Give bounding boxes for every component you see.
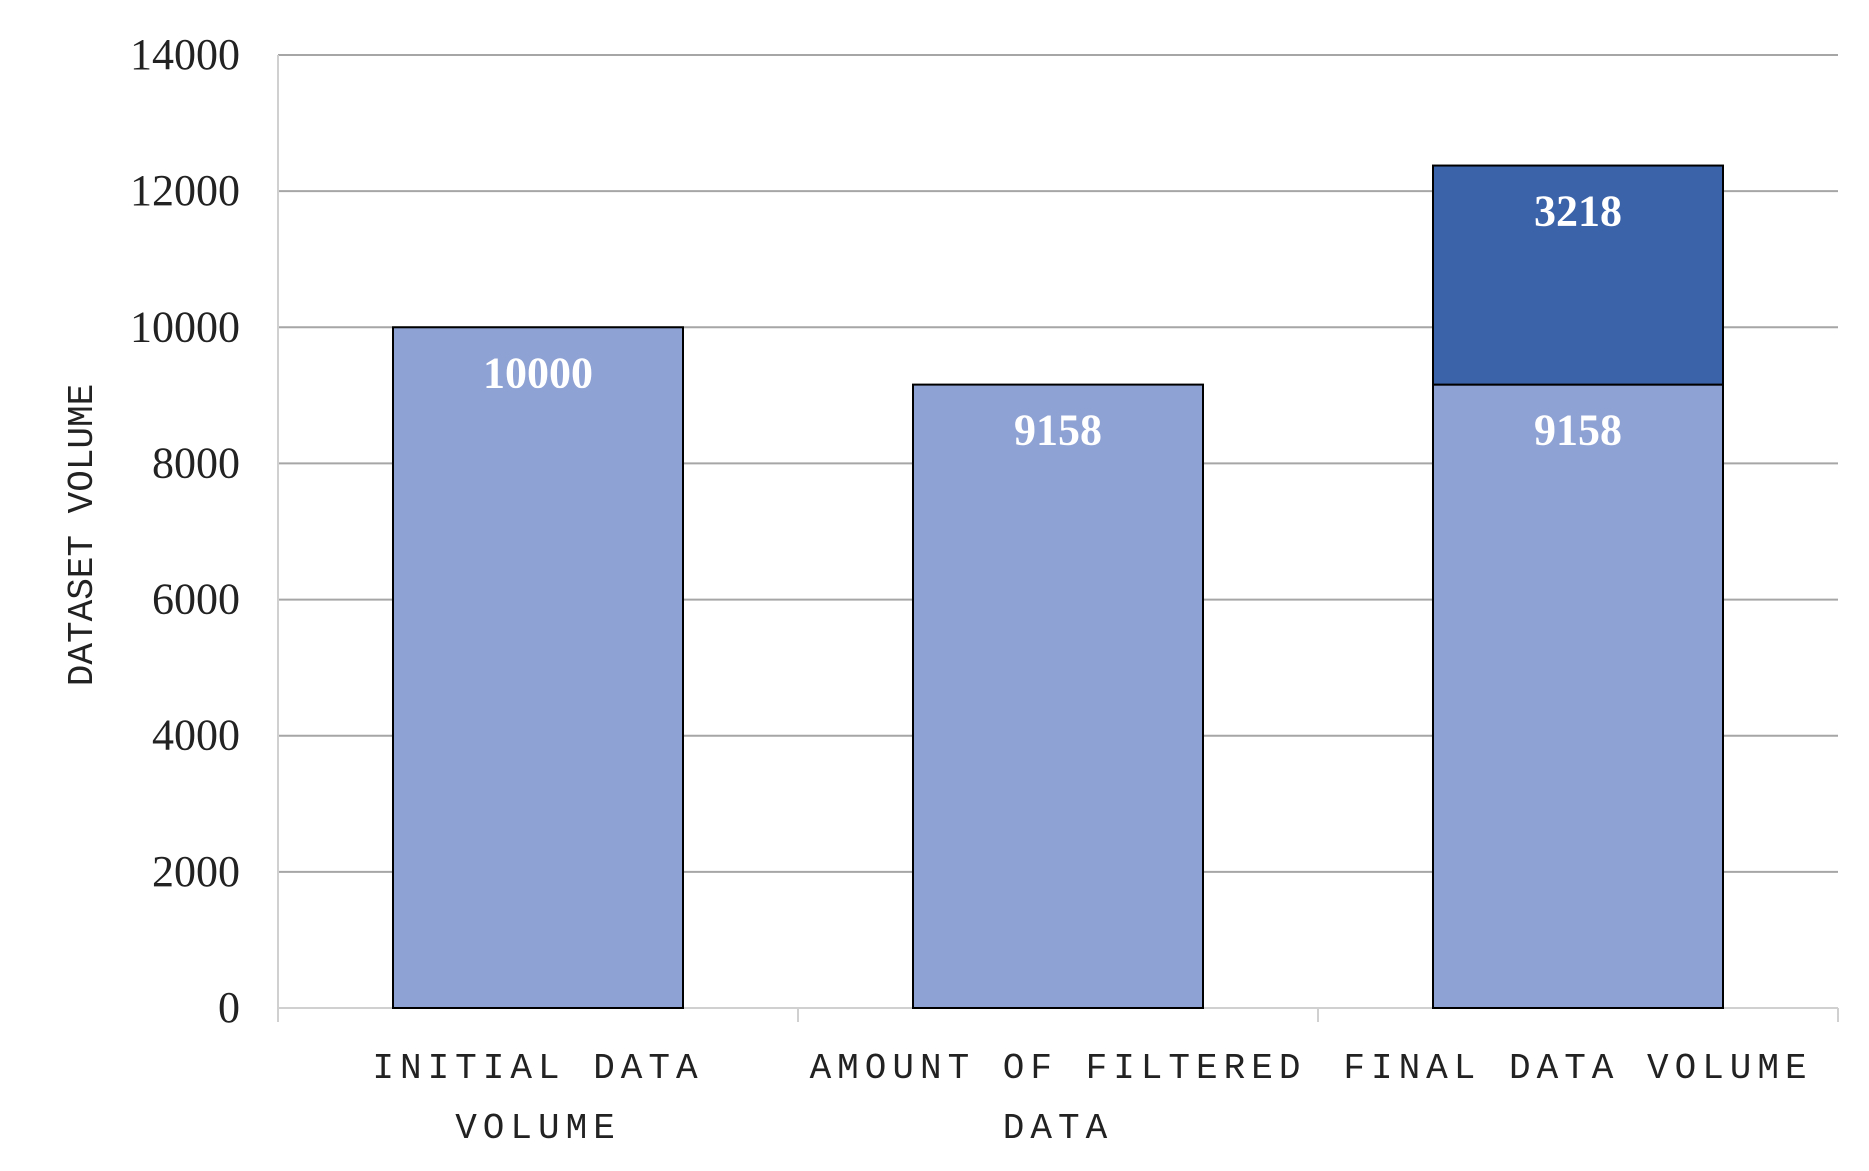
x-category-label-line: VOLUME [455, 1108, 621, 1149]
x-category-labels: INITIAL DATA VOLUME AMOUNT OF FILTERED DATA… [372, 1048, 1812, 1149]
x-category-label: FINAL DATA VOLUME [1343, 1048, 1812, 1089]
data-label: 10000 [483, 348, 593, 397]
bar-segment [392, 326, 684, 1009]
y-tick-labels: 0 2000 4000 6000 8000 10000 12000 14000 [130, 30, 240, 1032]
y-tick-label: 14000 [130, 30, 240, 79]
data-label: 9158 [1014, 406, 1102, 455]
y-tick-label: 4000 [152, 711, 240, 760]
x-category-label-line: INITIAL DATA [372, 1048, 703, 1089]
x-category-label-line: DATA [1003, 1108, 1113, 1149]
y-tick-label: 2000 [152, 847, 240, 896]
bar-segment [1432, 383, 1724, 1009]
bar-segment [912, 383, 1204, 1009]
x-category-label-line: FINAL DATA VOLUME [1343, 1048, 1812, 1089]
y-axis-title: DATASET VOLUME [62, 384, 103, 686]
bars [392, 164, 1724, 1009]
data-label: 9158 [1534, 406, 1622, 455]
y-tick-label: 10000 [130, 302, 240, 351]
y-tick-label: 8000 [152, 438, 240, 487]
y-tick-label: 12000 [130, 166, 240, 215]
x-category-label: AMOUNT OF FILTERED DATA [810, 1048, 1307, 1149]
y-tick-label: 0 [218, 983, 240, 1032]
x-category-label-line: AMOUNT OF FILTERED [810, 1048, 1307, 1089]
y-tick-label: 6000 [152, 575, 240, 624]
bar-segment [1432, 164, 1724, 386]
data-label: 3218 [1534, 187, 1622, 236]
data-labels: 10000 9158 9158 3218 [483, 187, 1622, 455]
x-category-label: INITIAL DATA VOLUME [372, 1048, 703, 1149]
